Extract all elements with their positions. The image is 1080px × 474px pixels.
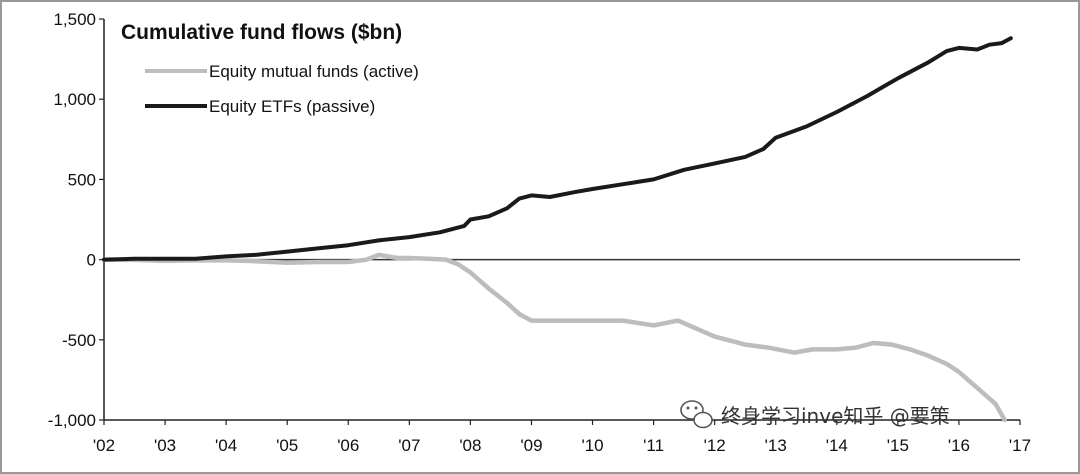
x-tick-label: '03: [154, 436, 176, 455]
x-tick-label: '09: [520, 436, 542, 455]
x-tick-label: '02: [93, 436, 115, 455]
y-tick-label: 500: [68, 170, 96, 189]
x-tick-labels: '02 '03 '04 '05 '06 '07 '08 '09 '10 '11 '12 '13 '14 '…: [93, 436, 1031, 455]
watermark: 终身学习inve知乎 @要策: [680, 400, 950, 429]
x-tick-label: '08: [459, 436, 481, 455]
x-tick-label: '05: [276, 436, 298, 455]
y-tick-labels: 1,500 1,000 500 0 -500 -1,000: [48, 10, 96, 430]
x-tick-label: '10: [581, 436, 603, 455]
y-tick-label: 1,000: [53, 90, 96, 109]
wechat-icon: [680, 400, 713, 429]
x-tick-label: '16: [948, 436, 970, 455]
series-line-passive: [102, 36, 1013, 262]
chart-title: Cumulative fund flows ($bn): [121, 21, 402, 44]
x-tick-label: '04: [215, 436, 237, 455]
y-tick-label: 0: [87, 251, 96, 270]
x-tick-label: '06: [337, 436, 359, 455]
series-line-active: [101, 252, 1007, 423]
x-tick-label: '07: [398, 436, 420, 455]
x-tick-label: '11: [643, 436, 664, 455]
watermark-text: 终身学习inve知乎 @要策: [721, 404, 950, 428]
x-tick-label: '12: [704, 436, 726, 455]
legend-label-passive: Equity ETFs (passive): [209, 97, 375, 116]
y-tick-label: -1,000: [48, 411, 96, 430]
y-tick-label: 1,500: [53, 10, 96, 29]
legend: Equity mutual funds (active) Equity ETFs…: [145, 62, 419, 116]
x-tick-label: '15: [887, 436, 909, 455]
legend-label-active: Equity mutual funds (active): [209, 62, 419, 81]
x-tick-label: '17: [1009, 436, 1031, 455]
x-tick-label: '13: [765, 436, 787, 455]
y-tick-label: -500: [62, 331, 96, 350]
x-tick-label: '14: [826, 436, 848, 455]
series-layer: [101, 36, 1013, 423]
